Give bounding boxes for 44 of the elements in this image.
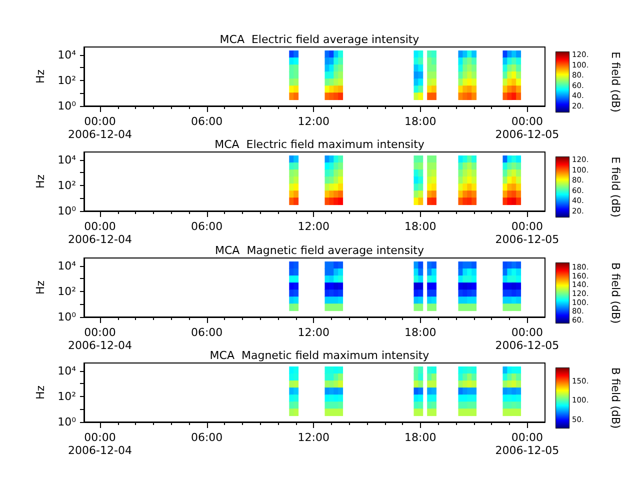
y-tick-label: 10² bbox=[58, 179, 76, 192]
x-tick-label: 18:00 bbox=[404, 326, 436, 339]
y-tick-label: 10² bbox=[58, 74, 76, 87]
x-tick-label: 00:00 2006-12-04 bbox=[68, 326, 132, 352]
x-tick-label: 06:00 bbox=[190, 115, 223, 128]
color-bar-title: B field (dB) bbox=[609, 262, 622, 324]
x-tick-label: 00:00 2006-12-04 bbox=[68, 115, 132, 141]
y-tick-label: 10⁰ bbox=[58, 100, 77, 112]
y-tick-label: 10⁰ bbox=[58, 415, 77, 428]
y-tick-label: 10⁰ bbox=[58, 204, 77, 218]
y-tick-label: 10⁴ bbox=[58, 48, 77, 62]
y-tick-label: 10² bbox=[58, 284, 76, 298]
chart-title: MCA Magnetic field average intensity bbox=[214, 244, 424, 257]
y-tick-label: 10⁴ bbox=[58, 259, 77, 272]
y-tick-label: 10⁴ bbox=[58, 154, 77, 167]
x-tick-label: 00:00 2006-12-05 bbox=[495, 430, 560, 457]
x-tick-label: 06:00 bbox=[190, 220, 223, 234]
x-tick-label: 12:00 bbox=[298, 326, 330, 339]
y-axis-title: Hz bbox=[34, 174, 47, 189]
y-axis-title: Hz bbox=[34, 385, 47, 400]
chart-title: MCA Electric field average intensity bbox=[220, 33, 420, 46]
x-tick-label: 00:00 2006-12-05 bbox=[495, 326, 560, 352]
x-tick-label: 12:00 bbox=[298, 430, 330, 444]
y-tick-label: 10⁰ bbox=[58, 310, 77, 324]
x-tick-label: 00:00 2006-12-04 bbox=[68, 430, 132, 457]
chart-title: MCA Electric field maximum intensity bbox=[214, 138, 425, 152]
x-tick-label: 12:00 bbox=[298, 115, 330, 128]
y-tick-label: 10² bbox=[58, 390, 76, 403]
x-tick-label: 12:00 bbox=[298, 220, 330, 234]
x-tick-label: 06:00 bbox=[190, 326, 223, 339]
x-tick-label: 18:00 bbox=[404, 220, 436, 234]
color-bar-title: B field (dB) bbox=[609, 367, 622, 429]
y-axis-title: Hz bbox=[34, 280, 47, 294]
x-tick-label: 00:00 2006-12-04 bbox=[68, 220, 132, 246]
x-tick-label: 18:00 bbox=[404, 115, 436, 128]
y-tick-label: 10⁴ bbox=[58, 364, 77, 378]
x-tick-label: 18:00 bbox=[404, 430, 436, 444]
chart-title: MCA Magnetic field maximum intensity bbox=[210, 348, 430, 362]
color-bar-title: E field (dB) bbox=[609, 52, 622, 112]
x-tick-label: 06:00 bbox=[190, 430, 223, 444]
y-axis-title: Hz bbox=[34, 69, 47, 84]
x-tick-label: 00:00 2006-12-05 bbox=[495, 220, 560, 246]
color-bar-title: E field (dB) bbox=[609, 156, 622, 218]
x-tick-label: 00:00 2006-12-05 bbox=[495, 115, 560, 141]
